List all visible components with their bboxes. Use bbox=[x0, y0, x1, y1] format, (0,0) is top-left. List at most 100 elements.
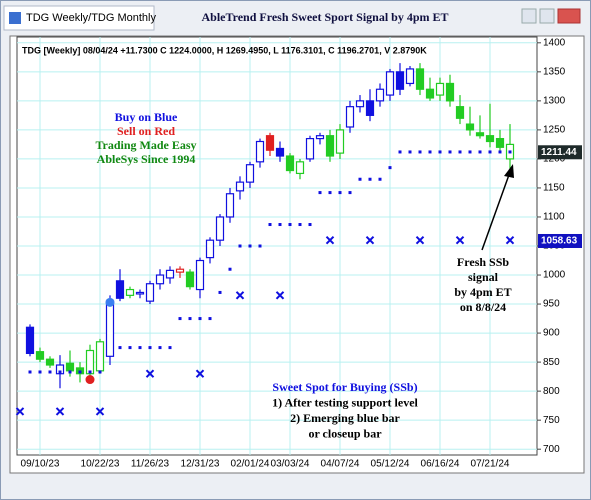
candle-body bbox=[405, 68, 415, 85]
stop-dot bbox=[448, 150, 452, 154]
price-label-box bbox=[538, 233, 582, 248]
candle-body bbox=[225, 193, 235, 218]
chart-title: AbleTrend Fresh Sweet Sport Signal by 4p… bbox=[201, 10, 448, 24]
candle-body bbox=[485, 135, 495, 143]
candle-body bbox=[415, 68, 425, 90]
header-text: TDG [Weekly] 08/04/24 +11.7300 C 1224.00… bbox=[22, 45, 427, 55]
stop-dot bbox=[398, 150, 402, 154]
price-label: 1211.44 bbox=[541, 147, 577, 158]
x-marker-stroke bbox=[365, 235, 375, 245]
candle-body bbox=[345, 106, 355, 128]
minimize-button[interactable] bbox=[521, 8, 537, 24]
candle-body bbox=[165, 269, 175, 279]
candle-body bbox=[335, 129, 345, 154]
y-tick-label: 750 bbox=[543, 415, 560, 426]
y-tick-label: 1350 bbox=[543, 66, 566, 77]
stop-dot bbox=[218, 290, 222, 294]
x-marker bbox=[455, 235, 465, 245]
x-marker bbox=[325, 235, 335, 245]
annotation-signal-note: signal bbox=[468, 270, 499, 284]
annotation-legend: Trading Made Easy bbox=[95, 138, 196, 152]
stop-dot bbox=[278, 223, 282, 227]
x-marker-stroke bbox=[235, 291, 245, 300]
tab[interactable] bbox=[3, 5, 155, 31]
candle-body bbox=[435, 82, 445, 96]
stop-dot bbox=[138, 346, 142, 350]
candle-body bbox=[195, 259, 205, 291]
x-tick-label: 10/22/23 bbox=[81, 459, 120, 470]
candle-body bbox=[305, 137, 315, 160]
candle-body bbox=[255, 140, 265, 163]
candle-body bbox=[235, 181, 245, 192]
x-marker bbox=[15, 407, 25, 416]
stop-dot bbox=[198, 317, 202, 321]
y-tick-label: 1000 bbox=[543, 270, 566, 281]
x-marker-stroke bbox=[455, 235, 465, 245]
x-tick-label: 03/03/24 bbox=[271, 459, 310, 470]
annotation-sweet-spot: 1) After testing support level bbox=[272, 395, 418, 409]
tab-icon bbox=[9, 12, 21, 24]
candle-body bbox=[55, 364, 65, 375]
maximize-button[interactable] bbox=[539, 8, 555, 24]
y-tick-label: 800 bbox=[543, 386, 560, 397]
tab-label[interactable]: TDG Weekly/TDG Monthly bbox=[26, 12, 156, 24]
stop-dot bbox=[68, 370, 72, 374]
annotation-legend: Buy on Blue bbox=[115, 110, 178, 124]
stop-dot bbox=[48, 370, 52, 374]
x-marker-stroke bbox=[415, 235, 425, 245]
stop-dot bbox=[158, 346, 162, 350]
x-tick-label: 04/07/24 bbox=[321, 459, 360, 470]
stop-dot bbox=[98, 370, 102, 374]
candle-body bbox=[325, 135, 335, 157]
stop-dot bbox=[368, 177, 372, 181]
stop-dot bbox=[338, 191, 342, 195]
annotation-sweet-spot: or closeup bar bbox=[308, 426, 382, 440]
y-tick-label: 1400 bbox=[543, 37, 566, 48]
y-tick-label: 950 bbox=[543, 299, 560, 310]
x-tick-label: 11/26/23 bbox=[131, 459, 170, 470]
x-marker-stroke bbox=[95, 407, 105, 416]
stop-dot bbox=[248, 244, 252, 248]
stop-dot bbox=[498, 150, 502, 154]
arrow-head bbox=[504, 164, 514, 178]
stop-dot bbox=[188, 317, 192, 321]
x-marker bbox=[195, 369, 205, 378]
signal-dot bbox=[85, 375, 95, 385]
candle-body bbox=[285, 155, 295, 172]
candle-body bbox=[245, 164, 255, 183]
candle-body bbox=[85, 349, 95, 375]
candle-body bbox=[25, 326, 35, 355]
stop-dot bbox=[58, 370, 62, 374]
stop-dot bbox=[458, 150, 462, 154]
price-label: 1058.63 bbox=[541, 236, 578, 247]
stop-dot bbox=[308, 223, 312, 227]
y-tick-label: 700 bbox=[543, 444, 560, 455]
close-button[interactable] bbox=[557, 8, 581, 24]
stop-dot bbox=[358, 177, 362, 181]
stop-dot bbox=[258, 244, 262, 248]
candle-body bbox=[385, 71, 395, 96]
candle-body bbox=[95, 341, 105, 372]
annotation-sweet-spot: Sweet Spot for Buying (SSb) bbox=[272, 380, 417, 394]
annotation-sweet-spot: 2) Emerging blue bar bbox=[290, 411, 400, 425]
y-tick-label: 1150 bbox=[543, 183, 565, 194]
stop-dot bbox=[38, 370, 42, 374]
candle-body bbox=[495, 137, 505, 148]
signal-dot bbox=[105, 297, 115, 307]
annotation-signal-note: by 4pm ET bbox=[454, 285, 511, 299]
stop-dot bbox=[228, 267, 232, 271]
x-marker-stroke bbox=[145, 369, 155, 378]
stop-dot bbox=[408, 150, 412, 154]
x-tick-label: 09/10/23 bbox=[21, 459, 60, 470]
stop-dot bbox=[478, 150, 482, 154]
x-marker-stroke bbox=[15, 407, 25, 416]
candle-body bbox=[355, 100, 365, 108]
stop-dot bbox=[128, 346, 132, 350]
stop-dot bbox=[468, 150, 472, 154]
candle-body bbox=[125, 288, 135, 296]
candle-body bbox=[175, 268, 185, 273]
candle-body bbox=[315, 135, 325, 140]
x-marker-stroke bbox=[505, 235, 515, 245]
